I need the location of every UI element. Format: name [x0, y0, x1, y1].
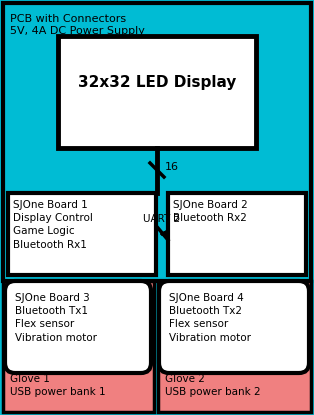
Text: Glove 1
USB power bank 1: Glove 1 USB power bank 1 [10, 374, 106, 397]
Text: SJOne Board 3
Bluetooth Tx1
Flex sensor
Vibration motor: SJOne Board 3 Bluetooth Tx1 Flex sensor … [15, 293, 97, 343]
Bar [158, 281, 311, 412]
FancyBboxPatch shape [5, 281, 151, 373]
Bar [58, 36, 256, 148]
Bar [3, 3, 311, 281]
Bar [168, 193, 306, 275]
Text: 32x32 LED Display: 32x32 LED Display [78, 75, 236, 90]
Text: SJOne Board 2
Bluetooth Rx2: SJOne Board 2 Bluetooth Rx2 [173, 200, 248, 223]
Bar [8, 193, 156, 275]
Text: Glove 2
USB power bank 2: Glove 2 USB power bank 2 [165, 374, 261, 397]
Text: SJOne Board 4
Bluetooth Tx2
Flex sensor
Vibration motor: SJOne Board 4 Bluetooth Tx2 Flex sensor … [169, 293, 251, 343]
Bar [3, 281, 154, 412]
FancyBboxPatch shape [159, 281, 309, 373]
Text: PCB with Connectors
5V, 4A DC Power Supply: PCB with Connectors 5V, 4A DC Power Supp… [10, 14, 145, 36]
Text: 16: 16 [165, 162, 179, 172]
Text: SJOne Board 1
Display Control
Game Logic
Bluetooth Rx1: SJOne Board 1 Display Control Game Logic… [13, 200, 93, 249]
Text: UART 2: UART 2 [143, 214, 181, 224]
